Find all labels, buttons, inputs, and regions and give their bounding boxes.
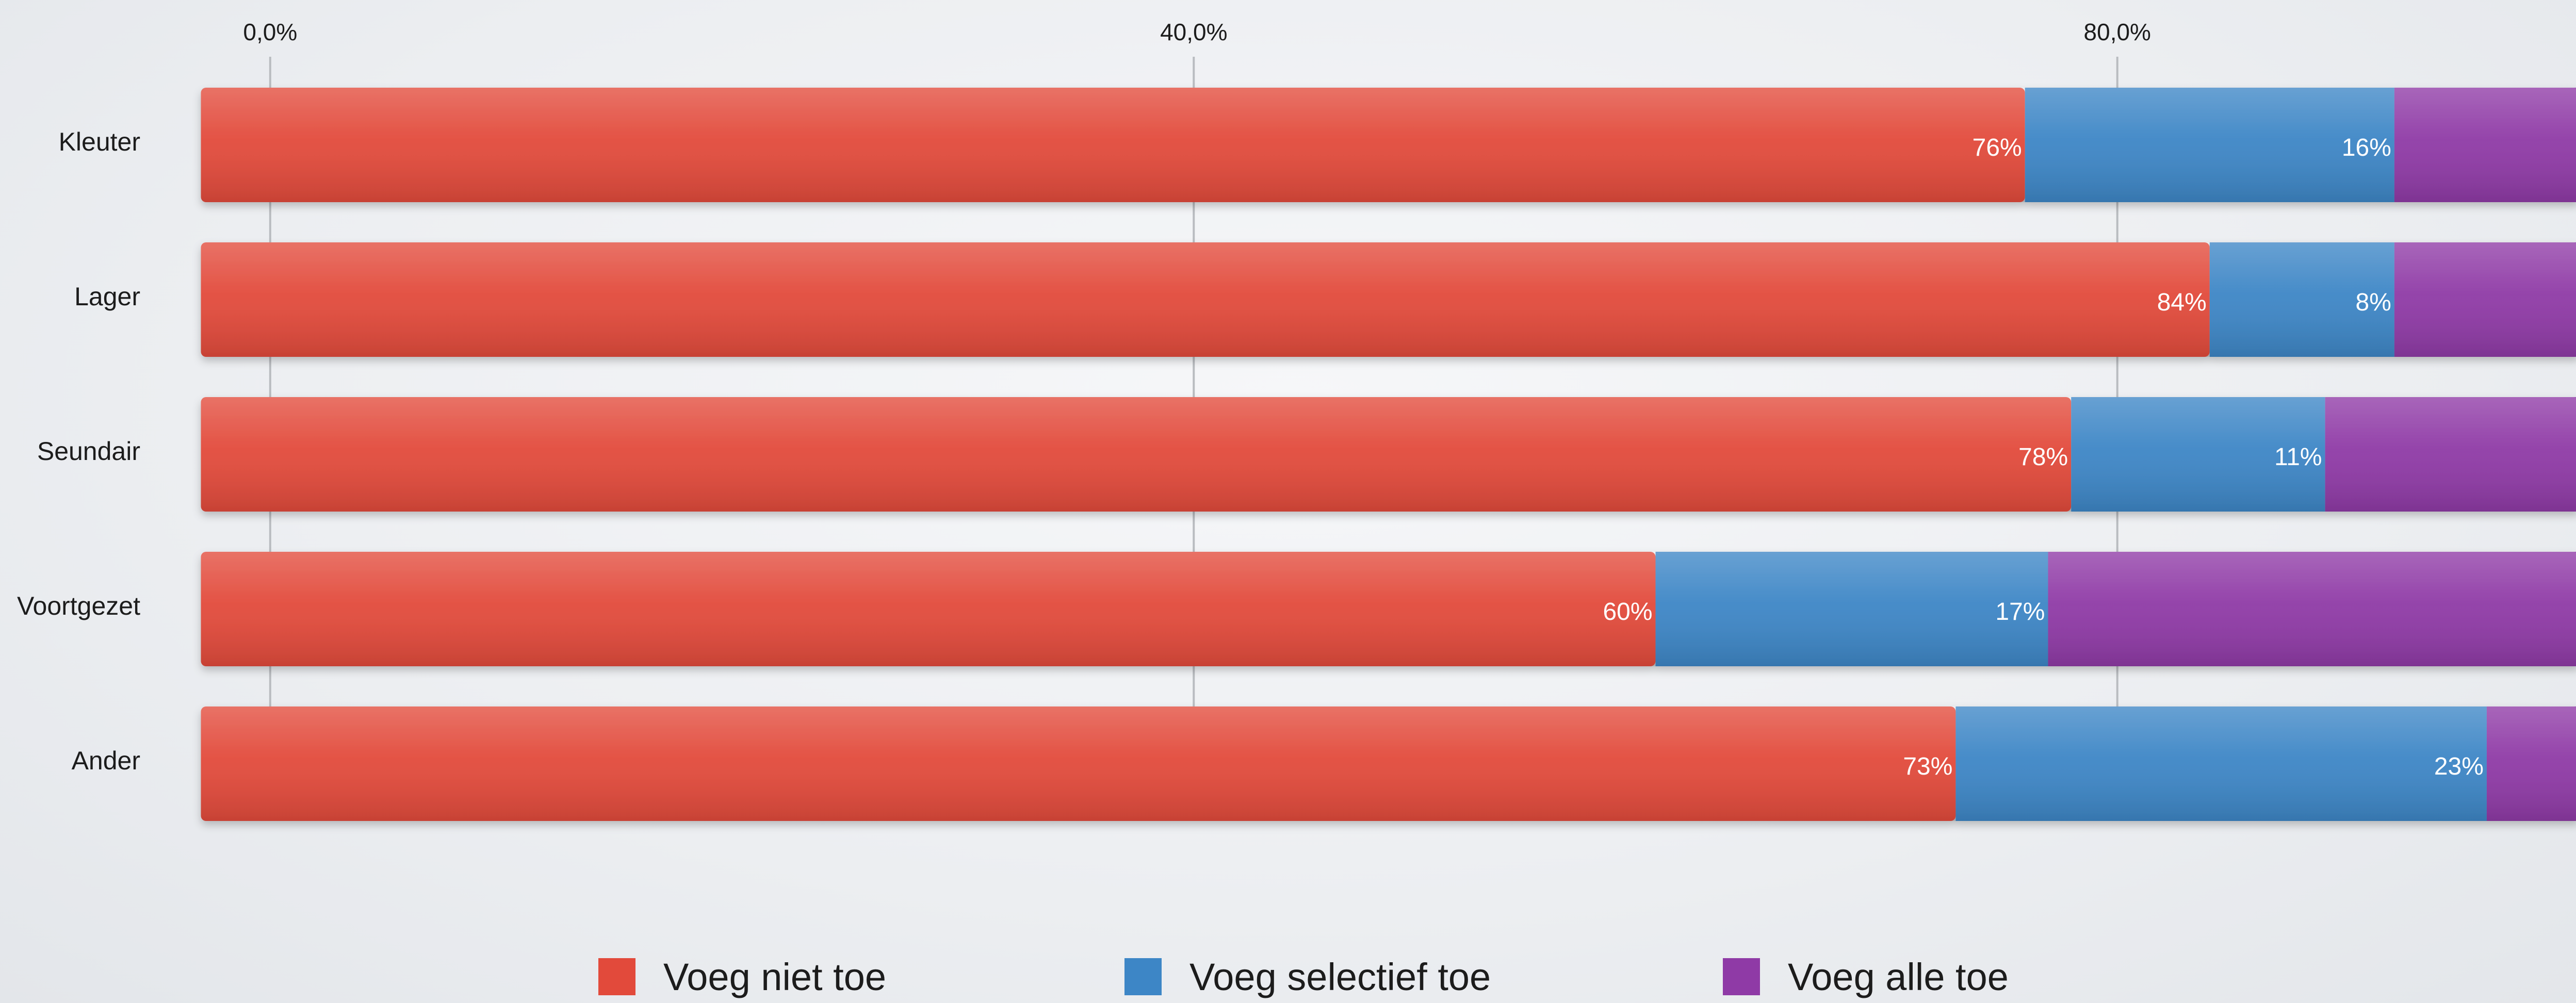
bar-group (201, 242, 2576, 357)
x-tick-label: 0,0% (243, 19, 297, 45)
bar-highlight (201, 397, 2576, 512)
legend-label: Voeg alle toe (1788, 956, 2009, 998)
bar-group (201, 397, 2576, 512)
x-tick-label: 40,0% (1160, 19, 1227, 45)
bar-highlight (201, 88, 2576, 202)
bar-group (201, 88, 2576, 202)
data-label: 78% (2018, 443, 2068, 471)
data-label: 76% (1972, 134, 2022, 161)
bar-highlight (201, 706, 2576, 821)
data-label: 23% (2434, 753, 2484, 780)
category-label: Lager (74, 282, 140, 311)
x-axis-ticks: 0,0% 40,0% 80,0% (243, 19, 2151, 45)
bars: 76% 16% 84% 8% 78% 11% 60% 17% 73% 23% (201, 88, 2576, 821)
bar-group (201, 706, 2576, 821)
data-label: 60% (1603, 598, 1652, 626)
data-label: 73% (1903, 753, 1952, 780)
legend: Voeg niet toe Voeg selectief toe Voeg alle… (598, 956, 2009, 998)
legend-label: Voeg selectief toe (1189, 956, 1491, 998)
bar-highlight (201, 552, 2576, 666)
category-label: Seundair (37, 437, 140, 466)
data-label: 17% (1995, 598, 2045, 626)
data-label: 11% (2274, 443, 2322, 471)
legend-swatch (1723, 958, 1760, 995)
data-label: 8% (2356, 289, 2391, 316)
bar-group (201, 552, 2576, 666)
data-label: 84% (2157, 289, 2207, 316)
category-labels: Kleuter Lager Seundair Voortgezet Ander (17, 127, 140, 775)
category-label: Ander (72, 746, 140, 775)
bar-highlight (201, 242, 2576, 357)
legend-swatch (598, 958, 635, 995)
data-label: 16% (2342, 134, 2391, 161)
legend-swatch (1124, 958, 1162, 995)
category-label: Voortgezet (17, 591, 140, 620)
x-tick-label: 80,0% (2084, 19, 2151, 45)
category-label: Kleuter (59, 127, 140, 156)
legend-label: Voeg niet toe (663, 956, 886, 998)
